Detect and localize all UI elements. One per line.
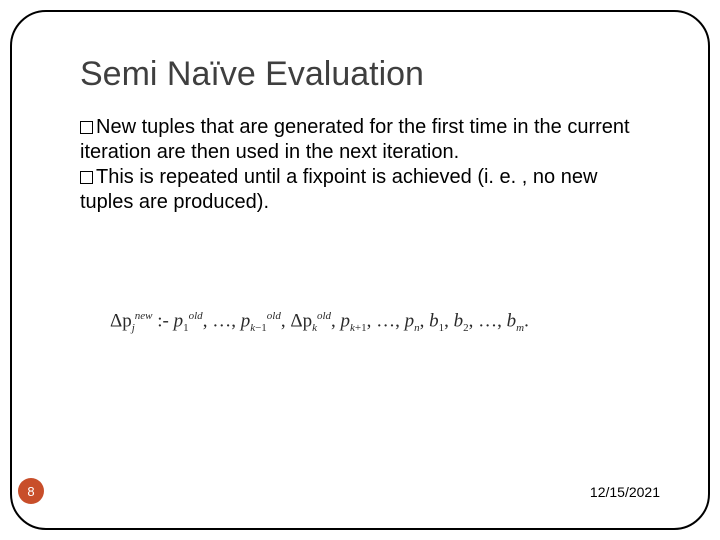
formula: Δpjnew :- p1old, …, pk−1old, Δpkold, pk+… bbox=[110, 310, 529, 334]
slide-date: 12/15/2021 bbox=[590, 484, 660, 500]
bullet-lead: This bbox=[96, 166, 134, 188]
page-number-badge: 8 bbox=[18, 478, 44, 504]
bullet-lead: New bbox=[96, 116, 136, 138]
slide-body: New tuples that are generated for the fi… bbox=[80, 115, 640, 215]
bullet-rest: is repeated until a fixpoint is achieved… bbox=[80, 166, 597, 213]
slide: Semi Naïve Evaluation New tuples that ar… bbox=[0, 0, 720, 540]
bullet-item: This is repeated until a fixpoint is ach… bbox=[80, 165, 640, 215]
bullet-box-icon bbox=[80, 171, 93, 184]
bullet-item: New tuples that are generated for the fi… bbox=[80, 115, 640, 165]
bullet-box-icon bbox=[80, 121, 93, 134]
slide-title: Semi Naïve Evaluation bbox=[80, 55, 424, 94]
bullet-rest: tuples that are generated for the first … bbox=[80, 116, 630, 163]
